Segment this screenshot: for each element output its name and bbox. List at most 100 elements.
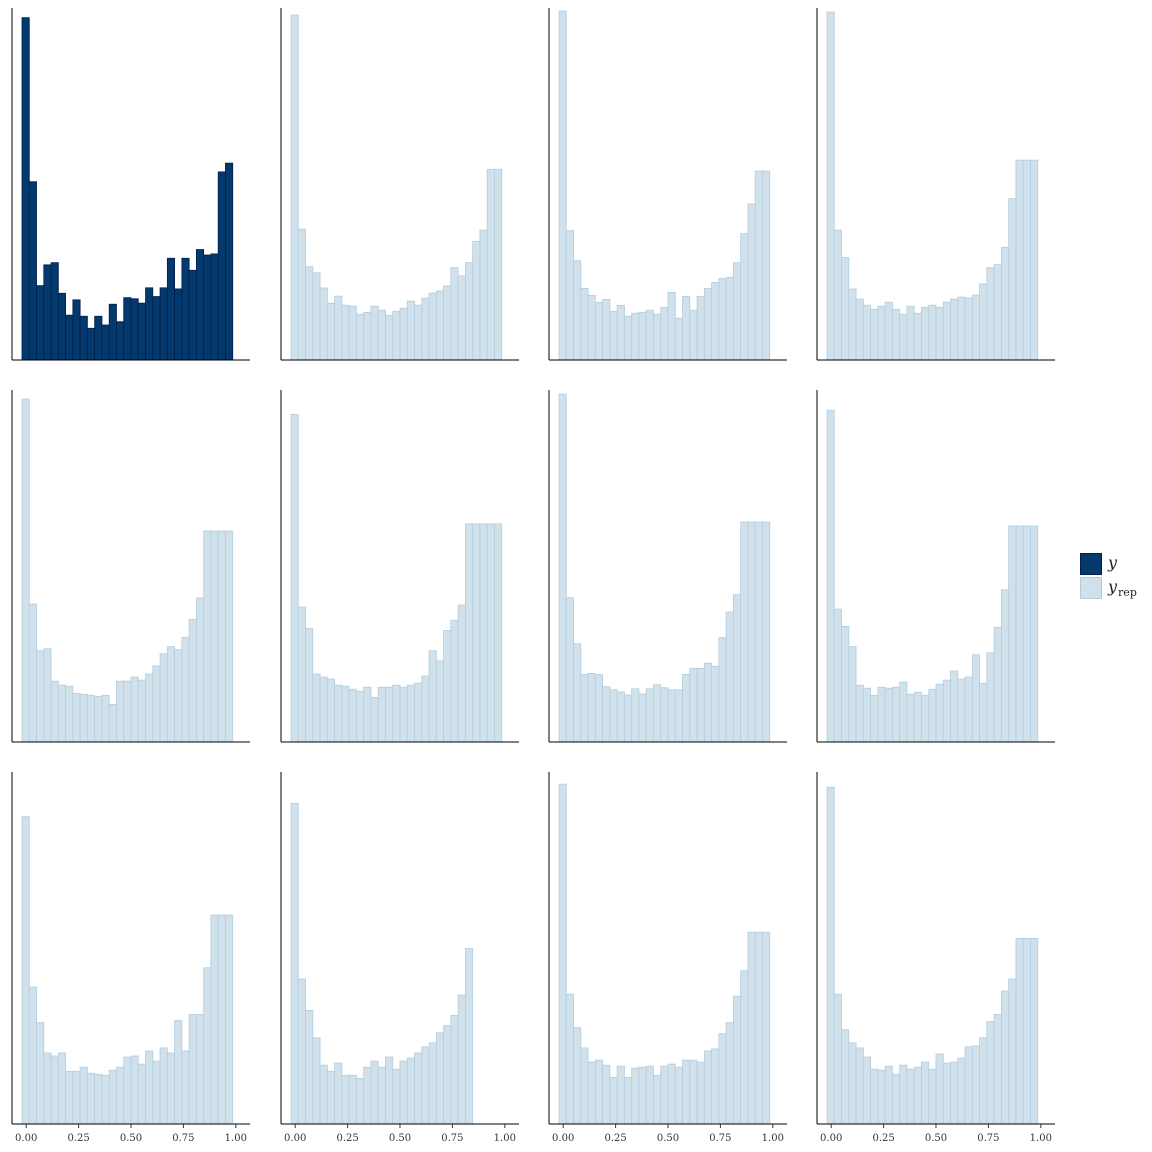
histogram-bar (464, 262, 474, 361)
histogram-bar (312, 673, 321, 743)
histogram-bar (79, 315, 88, 361)
histogram-bar (740, 970, 749, 1125)
histogram-bar (580, 288, 589, 361)
histogram-panel-6 (280, 390, 519, 743)
histogram-bar (159, 287, 168, 361)
histogram-bar (43, 648, 52, 743)
histogram-bar (203, 530, 212, 743)
histogram-bar (57, 292, 67, 361)
histogram-bar (334, 684, 343, 743)
histogram-bar (928, 304, 937, 361)
histogram-bar (573, 643, 582, 743)
histogram-bar (747, 203, 756, 361)
histogram-bar (884, 687, 893, 743)
histogram-bar (971, 654, 981, 743)
histogram-bar (1030, 937, 1039, 1125)
histogram-bar (565, 993, 574, 1125)
histogram-bar (210, 914, 219, 1125)
histogram-bar (1015, 525, 1024, 743)
histogram-bar (565, 597, 574, 743)
histogram-bar (406, 684, 415, 743)
x-tick-label: 1.00 (494, 1133, 516, 1144)
histogram-bar (899, 681, 908, 743)
histogram-bar (406, 1057, 415, 1125)
histogram-bar (841, 625, 850, 743)
histogram-bar (957, 678, 966, 743)
histogram-bar (326, 302, 335, 361)
histogram-bar (101, 1074, 110, 1125)
histogram-bar (72, 692, 81, 743)
histogram-bar (166, 257, 176, 361)
histogram-bar (942, 301, 951, 361)
histogram-bar (631, 688, 640, 743)
histogram-bar (689, 1059, 698, 1125)
histogram-panel-9: 0.00 0.25 0.50 0.75 1.00 (11, 772, 250, 1144)
histogram-bar (341, 685, 350, 743)
histogram-bar (971, 294, 981, 361)
histogram-bar (833, 229, 842, 361)
histogram-bar (638, 311, 647, 361)
x-tick-label: 0.75 (172, 1133, 194, 1144)
legend-label-yrep-main: y (1108, 577, 1118, 596)
histogram-bar (348, 305, 357, 361)
histogram-bar (870, 1068, 879, 1125)
histogram-bar (565, 230, 574, 361)
histogram-bar (1022, 937, 1031, 1125)
histogram-bar (145, 1050, 154, 1125)
histogram-bar (152, 1060, 161, 1125)
histogram-bar (993, 1014, 1002, 1125)
histogram-bar (855, 684, 864, 743)
histogram-bar (826, 786, 835, 1125)
histogram-bar (587, 1061, 596, 1125)
histogram-bar (399, 1060, 408, 1125)
histogram-bar (602, 1064, 611, 1125)
histogram-bar (486, 523, 495, 743)
histogram-bar (594, 301, 604, 361)
histogram-bar (385, 314, 394, 361)
histogram-bar (116, 1066, 125, 1125)
histogram-bar (36, 285, 45, 361)
histogram-bar (979, 1037, 988, 1125)
histogram-bar (986, 1021, 995, 1125)
histogram-bar (428, 292, 437, 361)
histogram-bar (986, 652, 995, 743)
histogram-bar (21, 17, 30, 361)
histogram-bar (72, 299, 81, 361)
histogram-bar (116, 680, 125, 743)
histogram-bar (28, 603, 37, 743)
histogram-bar (312, 1037, 321, 1125)
legend: y yrep (1080, 553, 1150, 603)
histogram-bar (195, 249, 205, 361)
x-tick-label: 0.25 (67, 1133, 89, 1144)
histogram-bar (942, 1062, 951, 1125)
histogram-bar (638, 693, 647, 743)
histogram-bar (696, 667, 705, 743)
histogram-bar (428, 1042, 437, 1125)
histogram-bar (906, 305, 915, 361)
x-tick-label: 0.50 (925, 1133, 947, 1144)
histogram-bar (355, 1077, 365, 1125)
histogram-bar (921, 1061, 930, 1125)
histogram-bar (928, 688, 937, 743)
histogram-bar (580, 674, 589, 743)
histogram-bar (203, 967, 212, 1125)
histogram-panel-2 (280, 8, 519, 361)
histogram-bar (414, 1052, 423, 1125)
histogram-bar (65, 685, 74, 743)
histogram-bar (725, 611, 734, 743)
histogram-bar (841, 257, 850, 361)
histogram-bar (297, 228, 306, 361)
histogram-bar (674, 689, 683, 743)
histogram-bar (21, 398, 30, 743)
histogram-bar (1015, 937, 1024, 1125)
histogram-bar (50, 1055, 59, 1125)
histogram-bar (848, 288, 857, 361)
histogram-bar (57, 1052, 67, 1125)
histogram-bar (892, 308, 901, 361)
histogram-panel-5 (11, 390, 250, 743)
x-tick-label: 0.75 (977, 1133, 999, 1144)
histogram-bar (935, 1053, 944, 1125)
histogram-bar (479, 523, 488, 743)
histogram-bar (355, 690, 365, 743)
histogram-bar (385, 1056, 394, 1125)
